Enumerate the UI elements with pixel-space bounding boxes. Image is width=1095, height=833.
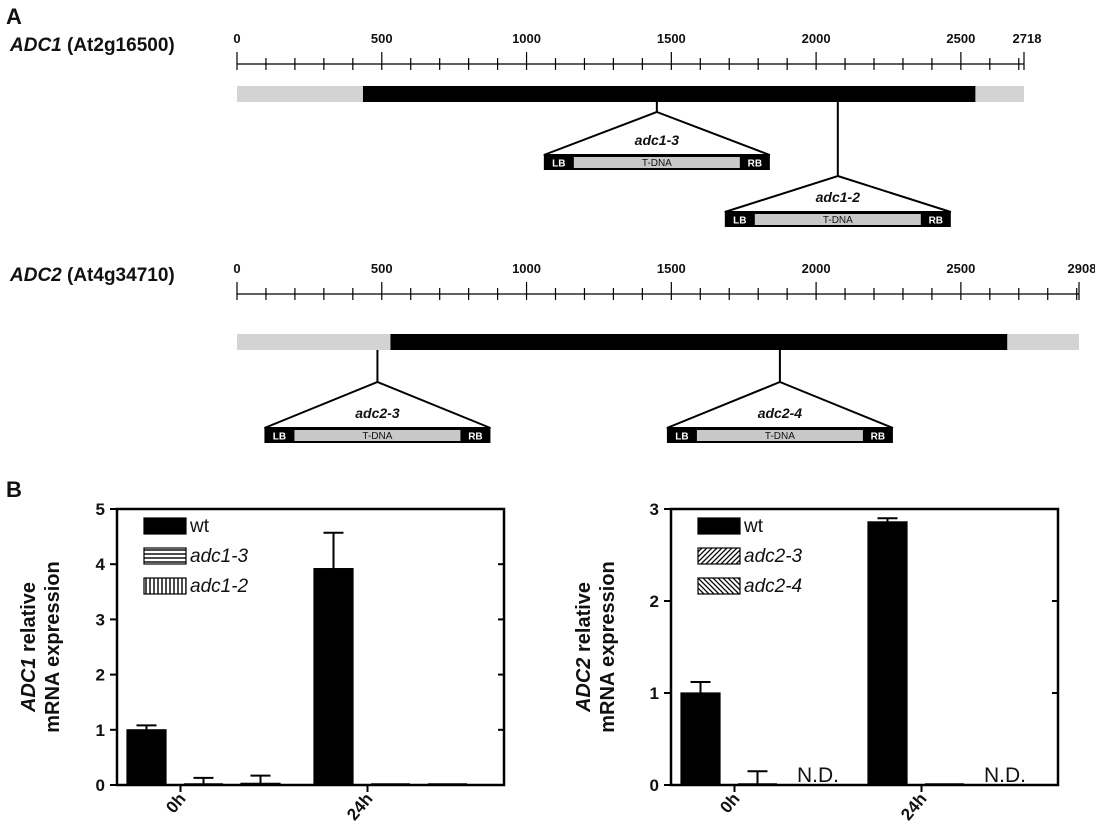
gene-diagrams: ADC1 (At2g16500) 0 500 1000 1500 2000 2500 2718…	[9, 31, 1095, 443]
legend-swatch-adc2-3	[697, 547, 741, 565]
x-tick-label: 24h	[897, 789, 930, 824]
x-tick-label: 0h	[162, 789, 189, 816]
bar-wt	[680, 692, 721, 786]
scale-label: 0	[233, 31, 240, 46]
scale-label: 2500	[946, 261, 975, 276]
legend-label: adc2-4	[744, 576, 802, 597]
right-border: RB	[871, 432, 885, 443]
insertion-name: adc1-3	[635, 132, 680, 148]
scale-label: 2500	[946, 31, 975, 46]
left-border: LB	[552, 159, 565, 170]
insertion-name: adc2-4	[758, 405, 803, 421]
y-axis-text: relative	[573, 582, 595, 658]
not-detected-label: N.D.	[984, 764, 1026, 787]
tdna-label: T-DNA	[765, 431, 795, 442]
y-tick-label: 1	[650, 684, 659, 703]
left-border: LB	[733, 216, 746, 227]
insertion-name: adc2-3	[355, 405, 400, 421]
y-tick-label: 3	[96, 610, 105, 629]
right-border: RB	[748, 159, 762, 170]
y-axis-label-line2: mRNA expression	[42, 561, 64, 733]
left-border: LB	[675, 432, 688, 443]
scale-label: 1000	[512, 261, 541, 276]
scale-label: 1500	[657, 31, 686, 46]
legend-label: wt	[189, 516, 210, 537]
legend-swatch-adc1-2	[143, 577, 187, 595]
bar-wt	[126, 729, 167, 786]
legend-label: adc1-3	[190, 546, 249, 567]
scale-label: 1000	[512, 31, 541, 46]
y-axis-label: ADC1 relative	[18, 582, 40, 713]
insertion-name: adc1-2	[816, 189, 861, 205]
scale-label: 2000	[802, 31, 831, 46]
gene-label: ADC2 (At4g34710)	[9, 265, 175, 286]
plot-frame	[115, 507, 506, 787]
bar-wt	[867, 521, 908, 786]
insertion-adc2-3: adc2-3 LB RB T-DNA	[264, 350, 491, 443]
chart-2: 0 1 2 3 ADC2 relative mRNA expression 0h N.D. 24…	[573, 500, 1060, 824]
legend-label: adc2-3	[744, 546, 803, 567]
right-border: RB	[468, 432, 482, 443]
y-tick-label: 4	[96, 555, 106, 574]
legend-label: wt	[743, 516, 764, 537]
legend-swatch-adc1-3	[143, 547, 187, 565]
y-tick-label: 1	[96, 721, 105, 740]
insertion-adc2-4: adc2-4 LB RB T-DNA	[666, 350, 894, 443]
y-tick-label: 5	[96, 500, 105, 519]
tdna-label: T-DNA	[823, 215, 853, 226]
panel-b-label: B	[6, 477, 22, 502]
tdna-label: T-DNA	[642, 158, 672, 169]
tdna-body	[294, 430, 461, 441]
tdna-label: T-DNA	[362, 431, 392, 442]
legend-swatch-adc2-4	[697, 577, 741, 595]
gene-adc2: ADC2 (At4g34710) 0 500 1000 1500 2000 2500 2908…	[9, 261, 1095, 443]
y-tick-label: 0	[650, 776, 659, 795]
gene-name: ADC1	[9, 35, 62, 56]
gene-locus: (At4g34710)	[62, 265, 175, 286]
legend-swatch-wt	[697, 517, 741, 535]
not-detected-label: N.D.	[797, 764, 839, 787]
scale-label: 1500	[657, 261, 686, 276]
chart-1: 0 1 2 3 4 5 ADC1 relative mRNA expression 0h 24h w…	[18, 500, 506, 824]
scale-label: 2908	[1068, 261, 1095, 276]
scale-label: 500	[371, 261, 393, 276]
insertion-adc1-2: adc1-2 LB RB T-DNA	[724, 102, 952, 227]
y-axis-gene: ADC2	[573, 658, 595, 713]
plot-frame	[669, 507, 1060, 787]
gene-locus: (At2g16500)	[62, 35, 175, 56]
y-axis-label: ADC2 relative	[573, 582, 595, 713]
y-tick-label: 2	[650, 592, 659, 611]
cds-bar	[362, 86, 976, 102]
x-tick-label: 0h	[716, 789, 743, 816]
left-border: LB	[273, 432, 286, 443]
cds-bar	[390, 334, 1008, 350]
legend-label: adc1-2	[190, 576, 249, 597]
insertion-adc1-3: adc1-3 LB RB T-DNA	[543, 102, 771, 170]
panel-a-label: A	[6, 4, 22, 29]
tdna-body	[696, 430, 863, 441]
scale-label: 2000	[802, 261, 831, 276]
y-tick-label: 3	[650, 500, 659, 519]
y-axis-text: relative	[18, 582, 40, 658]
x-tick-label: 24h	[343, 789, 376, 824]
y-axis-gene: ADC1	[18, 658, 40, 713]
scale-label: 2718	[1013, 31, 1042, 46]
bar-wt	[313, 568, 354, 786]
legend-swatch-wt	[143, 517, 187, 535]
y-tick-label: 0	[96, 776, 105, 795]
y-axis-label-line2: mRNA expression	[597, 561, 619, 733]
tdna-body	[754, 214, 921, 225]
y-tick-label: 2	[96, 666, 105, 685]
gene-name: ADC2	[9, 265, 62, 286]
gene-label: ADC1 (At2g16500)	[9, 35, 175, 56]
gene-adc1: ADC1 (At2g16500) 0 500 1000 1500 2000 2500 2718…	[9, 31, 1041, 227]
scale-label: 0	[233, 261, 240, 276]
tdna-body	[573, 157, 740, 168]
scale-label: 500	[371, 31, 393, 46]
right-border: RB	[929, 216, 943, 227]
